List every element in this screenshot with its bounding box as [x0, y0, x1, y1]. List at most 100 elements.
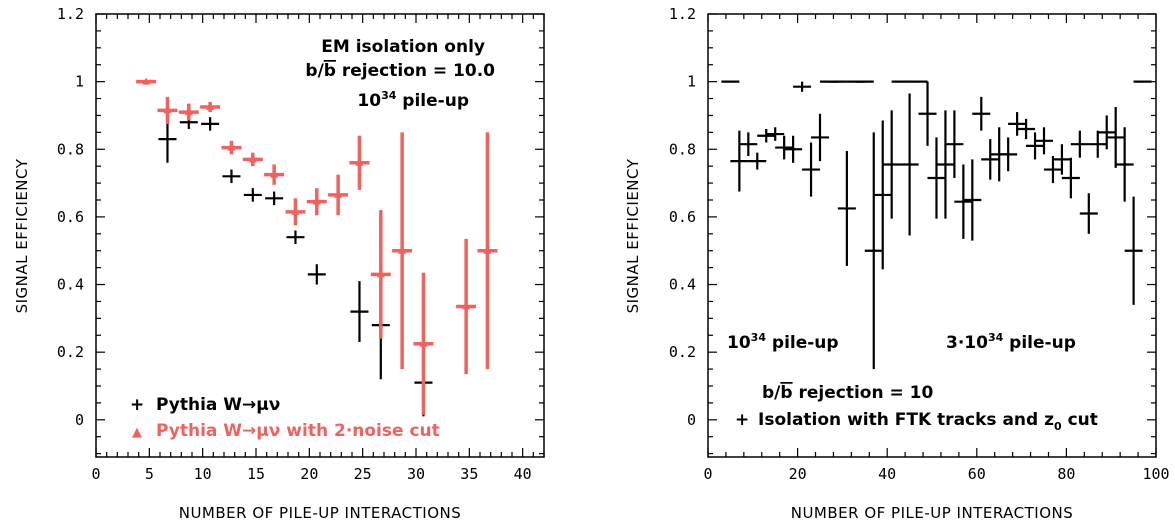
right-chart: 0 20 40 60 80 100 0 0.2 0.4 0.6 0.8 1 1.2 NUMBER OF … [624, 5, 1170, 522]
left-y-tick-label: 0 [75, 411, 84, 429]
triangle-marker [206, 102, 215, 110]
legend-marker-red: ▲ [132, 425, 142, 440]
left-data-point [350, 281, 369, 343]
right-data-point [1070, 130, 1089, 158]
left-y-tick-label: 0.2 [57, 343, 84, 361]
right-data-point [999, 137, 1018, 172]
right-data-point [802, 142, 821, 197]
right-data-point [918, 81, 937, 146]
left-data-point [222, 169, 241, 184]
right-y-tick-label: 0.4 [669, 276, 696, 294]
right-data-point [1124, 196, 1143, 305]
right-data-point [864, 132, 883, 370]
left-data-point [243, 188, 262, 202]
left-y-tick-label: 0.8 [57, 140, 84, 158]
right-data-point [784, 135, 803, 163]
right-y-tick-label: 0 [687, 411, 696, 429]
triangle-marker [163, 106, 172, 114]
left-data-point [307, 264, 326, 285]
right-y-tick-label: 0.2 [669, 343, 696, 361]
left-y-tick-label: 0.4 [57, 276, 84, 294]
left-x-tick-label: 30 [407, 465, 425, 483]
right-data-point [748, 152, 767, 170]
right-data-point [1035, 127, 1053, 155]
triangle-marker [483, 246, 492, 254]
right-data-point [1026, 132, 1045, 160]
right-annotation-left-pileup: 1034 pile-up [727, 331, 839, 353]
right-x-tick-label: 60 [968, 465, 986, 483]
legend-label-black: Pythia W→μν [156, 395, 280, 415]
right-plot-frame [707, 13, 1157, 458]
right-data-point [927, 137, 946, 219]
right-x-tick-label: 100 [1142, 465, 1169, 483]
left-data-point [136, 77, 157, 85]
right-data-point [900, 93, 919, 236]
right-x-tick-label: 80 [1057, 465, 1075, 483]
right-data-point [1106, 106, 1125, 168]
left-data-point [286, 230, 305, 244]
left-x-tick-label: 35 [460, 465, 478, 483]
right-data-point [954, 164, 973, 239]
left-data-point [456, 238, 477, 375]
left-data-point [477, 132, 498, 370]
triangle-marker [462, 302, 471, 310]
right-y-tick-label: 1.2 [669, 5, 696, 23]
right-data-point [945, 110, 964, 179]
right-x-tick-label: 40 [878, 465, 896, 483]
triangle-marker [142, 77, 151, 85]
right-data-point [757, 128, 776, 143]
right-data-point [775, 135, 794, 160]
right-data-point [739, 132, 758, 157]
left-x-tick-label: 0 [91, 465, 100, 483]
left-data-point [265, 191, 284, 206]
left-axis-ticks: 0 5 10 15 20 25 30 35 40 0 0.2 0.4 0.6 0.8 1 1.2 [57, 5, 545, 483]
right-y-tick-label: 1 [687, 73, 696, 91]
triangle-marker [270, 170, 279, 178]
left-x-tick-label: 40 [514, 465, 532, 483]
left-y-tick-label: 1 [75, 73, 84, 91]
left-x-tick-label: 10 [194, 465, 212, 483]
left-x-axis-label: NUMBER OF PILE-UP INTERACTIONS [179, 504, 462, 522]
legend-marker-black: + [130, 395, 144, 415]
left-data-point [392, 132, 413, 370]
left-annotation-line-2: b/b rejection = 10.0 [305, 61, 495, 81]
right-data-point [1043, 156, 1062, 184]
right-x-tick-label: 0 [703, 465, 712, 483]
left-data-point [370, 210, 391, 339]
left-data-point [242, 152, 263, 167]
right-data-point [1017, 118, 1036, 140]
left-data-point [200, 101, 221, 113]
left-chart: 0 5 10 15 20 25 30 35 40 0 0.2 0.4 0.6 0.8 1 1.2 NUMBER… [13, 5, 545, 522]
left-data-point [328, 174, 349, 216]
right-x-axis-label: NUMBER OF PILE-UP INTERACTIONS [791, 504, 1074, 522]
right-data-points [721, 80, 1152, 370]
triangle-marker [248, 155, 257, 163]
left-annotation-line-3: 1034 pile-up [357, 89, 469, 111]
right-data-point [730, 130, 749, 192]
right-data-point [873, 120, 892, 270]
right-data-point [1061, 157, 1080, 199]
right-y-tick-label: 0.6 [669, 208, 696, 226]
left-data-point [306, 188, 327, 216]
right-x-tick-label: 20 [789, 465, 807, 483]
left-y-tick-label: 1.2 [57, 5, 84, 23]
left-y-tick-label: 0.6 [57, 208, 84, 226]
right-axis-ticks: 0 20 40 60 80 100 0 0.2 0.4 0.6 0.8 1 1.2 [669, 5, 1170, 483]
triangle-marker [334, 190, 343, 198]
right-data-point [766, 127, 785, 141]
right-data-point [963, 159, 982, 241]
left-data-point [264, 164, 285, 185]
left-annotation-line-1: EM isolation only [321, 37, 485, 57]
left-data-point [413, 272, 434, 415]
left-data-point [157, 96, 178, 124]
right-data-point [981, 139, 1000, 180]
right-data-point [1115, 127, 1134, 202]
left-data-point [349, 135, 370, 190]
left-x-tick-label: 20 [300, 465, 318, 483]
left-x-tick-label: 15 [247, 465, 265, 483]
left-data-point [285, 198, 306, 226]
right-data-point [837, 150, 856, 266]
right-data-point [972, 96, 991, 131]
right-data-point [1097, 115, 1116, 150]
right-data-point [882, 110, 901, 219]
